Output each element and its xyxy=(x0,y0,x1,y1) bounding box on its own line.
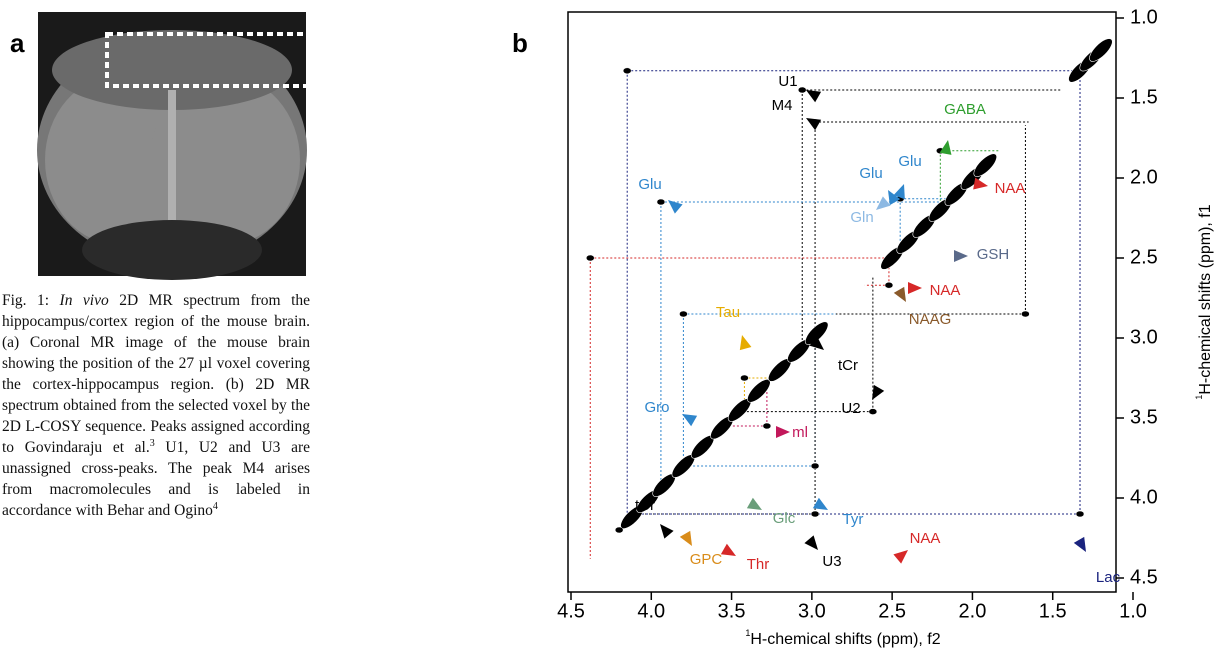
cross-peak xyxy=(1075,510,1085,518)
x-tick-label: 4.0 xyxy=(637,600,665,622)
x-tick-label: 2.0 xyxy=(959,600,987,622)
x-tick-label: 1.5 xyxy=(1039,600,1067,622)
peak-arrow xyxy=(954,250,968,262)
cross-peak xyxy=(868,408,878,415)
y-axis-label: 1H-chemical shifts (ppm), f1 xyxy=(1194,204,1214,399)
peak-label: Gln xyxy=(850,209,873,226)
cross-peak xyxy=(810,462,820,470)
y-tick-label: 2.0 xyxy=(1130,166,1158,188)
peak-arrow xyxy=(888,190,901,206)
y-tick-label: 3.5 xyxy=(1130,406,1158,428)
peak-label: U1 xyxy=(778,73,797,90)
y-tick-label: 4.5 xyxy=(1130,566,1158,588)
peak-arrow xyxy=(776,426,790,438)
cross-peak xyxy=(884,281,894,289)
panel-label: a xyxy=(10,28,25,58)
peak-label: Glu xyxy=(898,153,921,170)
peak-label: NAA xyxy=(910,530,941,547)
peak-label: Lac xyxy=(1096,569,1121,586)
plot-frame xyxy=(567,11,1117,593)
peak-label: U3 xyxy=(822,553,841,570)
peak-arrow xyxy=(893,286,906,302)
cross-peak xyxy=(679,310,688,318)
y-tick-label: 4.0 xyxy=(1130,486,1158,508)
peak-arrow xyxy=(893,550,908,564)
caption-text: 2D MR spectrum from the hippocampus/cort… xyxy=(2,292,311,456)
cross-peak xyxy=(656,198,666,206)
reference: 3 xyxy=(149,437,155,449)
panel-label: b xyxy=(512,28,528,58)
peak-arrow xyxy=(739,335,752,351)
peak-label: Glu xyxy=(859,165,882,182)
x-tick-label: 4.5 xyxy=(557,600,585,622)
peak-arrow xyxy=(668,200,683,214)
peak-label: tCr xyxy=(838,357,858,374)
cross-peak xyxy=(1021,310,1030,318)
peak-label: ml xyxy=(792,424,808,441)
peak-label: Glu xyxy=(638,176,661,193)
peak-arrow xyxy=(806,90,822,103)
peak-arrow xyxy=(908,282,922,294)
peak-arrow xyxy=(682,414,698,427)
peak-arrow xyxy=(812,497,828,510)
peak-arrow xyxy=(973,177,988,190)
peak-label: Thr xyxy=(747,556,770,573)
x-tick-label: 3.0 xyxy=(798,600,826,622)
peak-arrow xyxy=(746,497,762,510)
caption-text: In vivo xyxy=(59,292,109,309)
peak-label: Glc xyxy=(773,510,796,527)
peak-arrow xyxy=(872,384,885,400)
peak-arrow xyxy=(939,140,952,155)
peak-label: GPC xyxy=(690,551,723,568)
mri-image xyxy=(37,12,324,280)
reference: 4 xyxy=(212,500,218,512)
peak-arrow xyxy=(1073,536,1086,552)
x-tick-label: 3.5 xyxy=(718,600,746,622)
peak-label: GSH xyxy=(977,246,1010,263)
diagonal-peak xyxy=(1089,38,1113,62)
peak-arrow xyxy=(804,535,818,550)
y-tick-label: 3.0 xyxy=(1130,326,1158,348)
peak-arrow xyxy=(679,530,692,546)
caption: Fig. 1: In vivo 2D MR spectrum from the … xyxy=(2,290,310,521)
peak-label: Tau xyxy=(716,304,740,321)
peak-label: U2 xyxy=(841,400,860,417)
peak-label: NAA xyxy=(995,180,1026,197)
peak-arrow xyxy=(809,336,824,350)
peak-label: Gro xyxy=(644,399,669,416)
peak-label: Tyr xyxy=(843,511,864,528)
cross-peak xyxy=(586,254,595,262)
cross-peak xyxy=(762,422,772,430)
caption-text: U1, U2 and U3 are unassigned cross-peaks… xyxy=(2,439,310,519)
cross-peak xyxy=(810,510,820,518)
x-tick-label: 1.0 xyxy=(1119,600,1147,622)
x-tick-label: 2.5 xyxy=(878,600,906,622)
peak-label: M4 xyxy=(772,97,793,114)
peak-label: NAA xyxy=(930,282,961,299)
diagonal-peak xyxy=(804,321,829,345)
peak-arrow xyxy=(660,524,674,539)
peak-label: NAAG xyxy=(909,311,952,328)
peak-label: GABA xyxy=(944,101,986,118)
cross-peak xyxy=(797,86,807,94)
peak-label: tCr xyxy=(635,497,655,514)
diagonal-peak xyxy=(973,153,997,177)
y-tick-label: 2.5 xyxy=(1130,246,1158,268)
peak-arrow xyxy=(720,543,736,556)
y-tick-label: 1.5 xyxy=(1130,86,1158,108)
y-tick-label: 1.0 xyxy=(1130,6,1158,28)
peak-arrow xyxy=(893,184,905,200)
x-axis-label: 1H-chemical shifts (ppm), f2 xyxy=(745,628,940,648)
caption-text: Fig. 1: xyxy=(2,292,60,309)
peak-arrow xyxy=(806,118,822,131)
cross-peak xyxy=(622,67,632,75)
peak-arrow xyxy=(876,196,891,210)
cross-peak xyxy=(740,374,749,382)
cross-peak xyxy=(614,526,624,534)
